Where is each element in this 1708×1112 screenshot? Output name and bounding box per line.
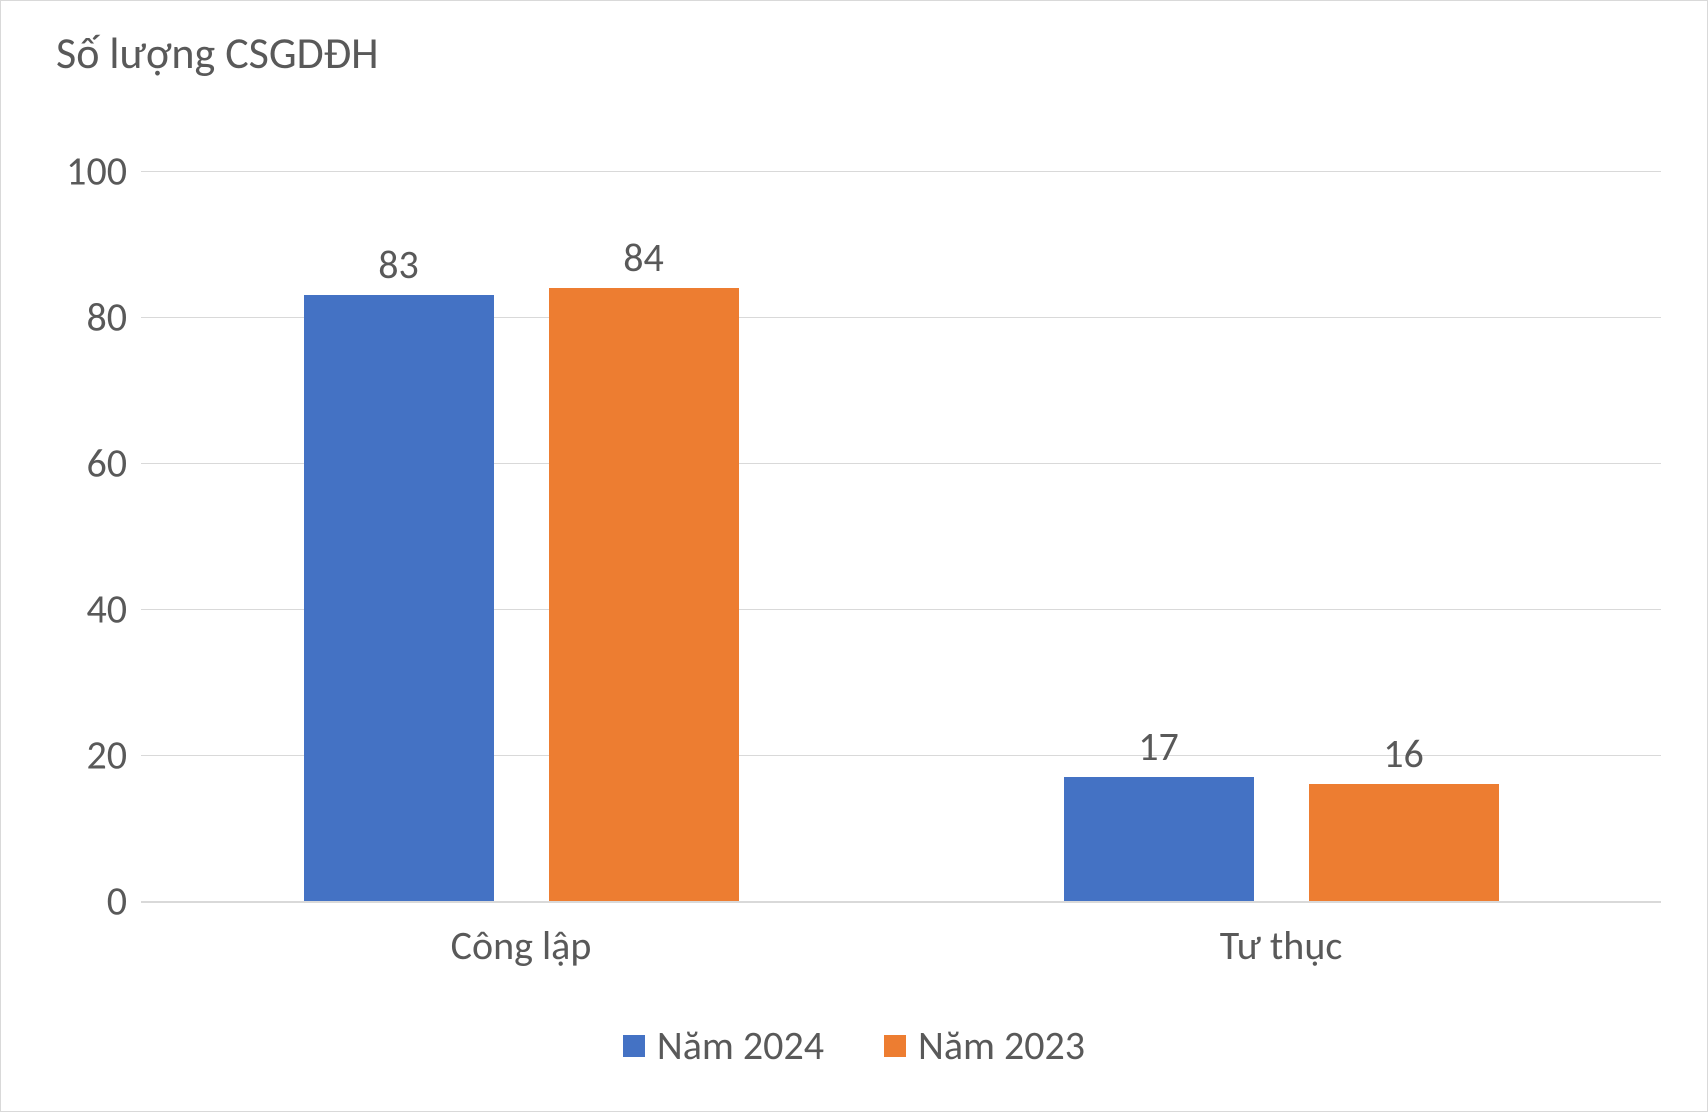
bar-value-label: 16 xyxy=(1309,729,1499,778)
legend-item: Năm 2024 xyxy=(623,1021,824,1070)
y-tick-label: 40 xyxy=(47,585,127,634)
bar-value-label: 17 xyxy=(1064,722,1254,771)
legend-label: Năm 2024 xyxy=(657,1021,824,1070)
chart-container: Số lượng CSGDĐH 83841716 020406080100 Cô… xyxy=(0,0,1708,1112)
y-tick-label: 20 xyxy=(47,731,127,780)
legend-item: Năm 2023 xyxy=(884,1021,1085,1070)
legend-label: Năm 2023 xyxy=(918,1021,1085,1070)
bar-value-label: 84 xyxy=(549,233,739,282)
bar: 16 xyxy=(1309,784,1499,901)
bar: 84 xyxy=(549,288,739,901)
bar-value-label: 83 xyxy=(304,240,494,289)
y-tick-label: 100 xyxy=(47,147,127,196)
x-tick-label: Tư thục xyxy=(1220,921,1343,970)
legend: Năm 2024 Năm 2023 xyxy=(1,1021,1707,1070)
plot-area: 83841716 xyxy=(141,171,1661,901)
chart-title: Số lượng CSGDĐH xyxy=(56,26,379,80)
legend-swatch xyxy=(623,1035,645,1057)
gridline xyxy=(141,171,1661,172)
x-tick-label: Công lập xyxy=(451,921,592,970)
bar: 17 xyxy=(1064,777,1254,901)
y-tick-label: 80 xyxy=(47,293,127,342)
y-tick-label: 0 xyxy=(47,877,127,926)
y-tick-label: 60 xyxy=(47,439,127,488)
x-axis-line xyxy=(141,901,1661,903)
bar: 83 xyxy=(304,295,494,901)
legend-swatch xyxy=(884,1035,906,1057)
